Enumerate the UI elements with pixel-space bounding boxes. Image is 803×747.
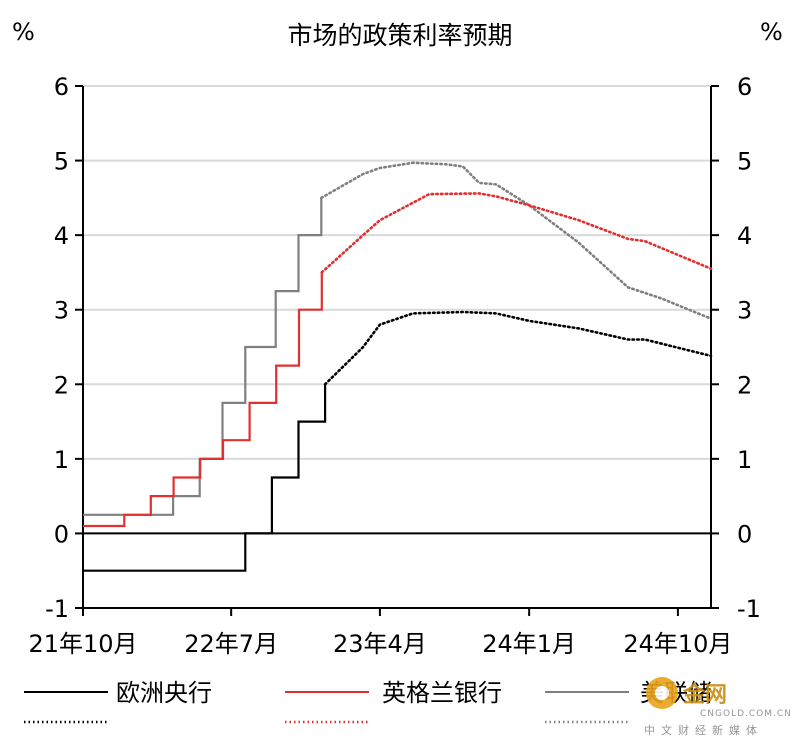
- legend-label-boe: 英格兰银行: [382, 679, 502, 707]
- y-tick-label-left: 4: [54, 222, 69, 250]
- y-tick-label-right: 4: [737, 222, 752, 250]
- legend-label-ecb: 欧洲央行: [116, 679, 212, 707]
- series-1-expected-line: [320, 192, 713, 274]
- y-tick-label-left: 6: [54, 73, 69, 101]
- y-tick-label-left: 2: [54, 371, 69, 399]
- x-tick-label: 21年10月: [28, 630, 137, 658]
- x-tick-label: 24年10月: [623, 630, 732, 658]
- y-tick-label-left: 3: [54, 297, 69, 325]
- x-tick-label: 23年4月: [333, 630, 427, 658]
- left-axis-unit: %: [12, 18, 35, 46]
- watermark: 金网 CNGOLD.COM.CN 中文财经新媒体: [644, 677, 792, 737]
- watermark-text: 金网: [682, 682, 727, 708]
- series-1-actual-line: [83, 272, 323, 528]
- x-tick-label: 24年1月: [482, 630, 576, 658]
- series-2-expected-line: [319, 161, 713, 321]
- series-2-actual-line: [83, 197, 323, 516]
- legend: 欧洲央行 英格兰银行 美联储: [24, 679, 712, 724]
- watermark-tagline: 中文财经新媒体: [644, 723, 763, 737]
- y-tick-label-right: 2: [737, 371, 752, 399]
- y-axis-right-ticks: -1 0 1 2 3 4 5 6: [711, 73, 761, 623]
- y-tick-label-left: -1: [45, 595, 69, 623]
- x-tick-label: 22年7月: [184, 630, 278, 658]
- axes: [82, 86, 712, 609]
- grid: [83, 85, 711, 460]
- series-0-expected-line: [323, 310, 713, 386]
- y-tick-label-right: 6: [737, 73, 752, 101]
- y-tick-label-right: 5: [737, 148, 752, 176]
- y-tick-label-left: 5: [54, 148, 69, 176]
- y-tick-label-left: 0: [54, 520, 69, 548]
- right-axis-unit: %: [760, 18, 783, 46]
- watermark-site: CNGOLD.COM.CN: [700, 709, 792, 719]
- y-tick-label-right: 0: [737, 520, 752, 548]
- y-tick-label-left: 1: [54, 446, 69, 474]
- y-tick-label-right: -1: [737, 595, 761, 623]
- series-lines: [83, 161, 713, 572]
- y-tick-label-right: 3: [737, 297, 752, 325]
- y-axis-left-ticks: -1 0 1 2 3 4 5 6: [45, 73, 83, 623]
- series-0-actual-line: [83, 384, 327, 572]
- x-axis-ticks: 21年10月 22年7月 23年4月 24年1月 24年10月: [28, 608, 732, 658]
- chart-title: 市场的政策利率预期: [287, 21, 512, 50]
- y-tick-label-right: 1: [737, 446, 752, 474]
